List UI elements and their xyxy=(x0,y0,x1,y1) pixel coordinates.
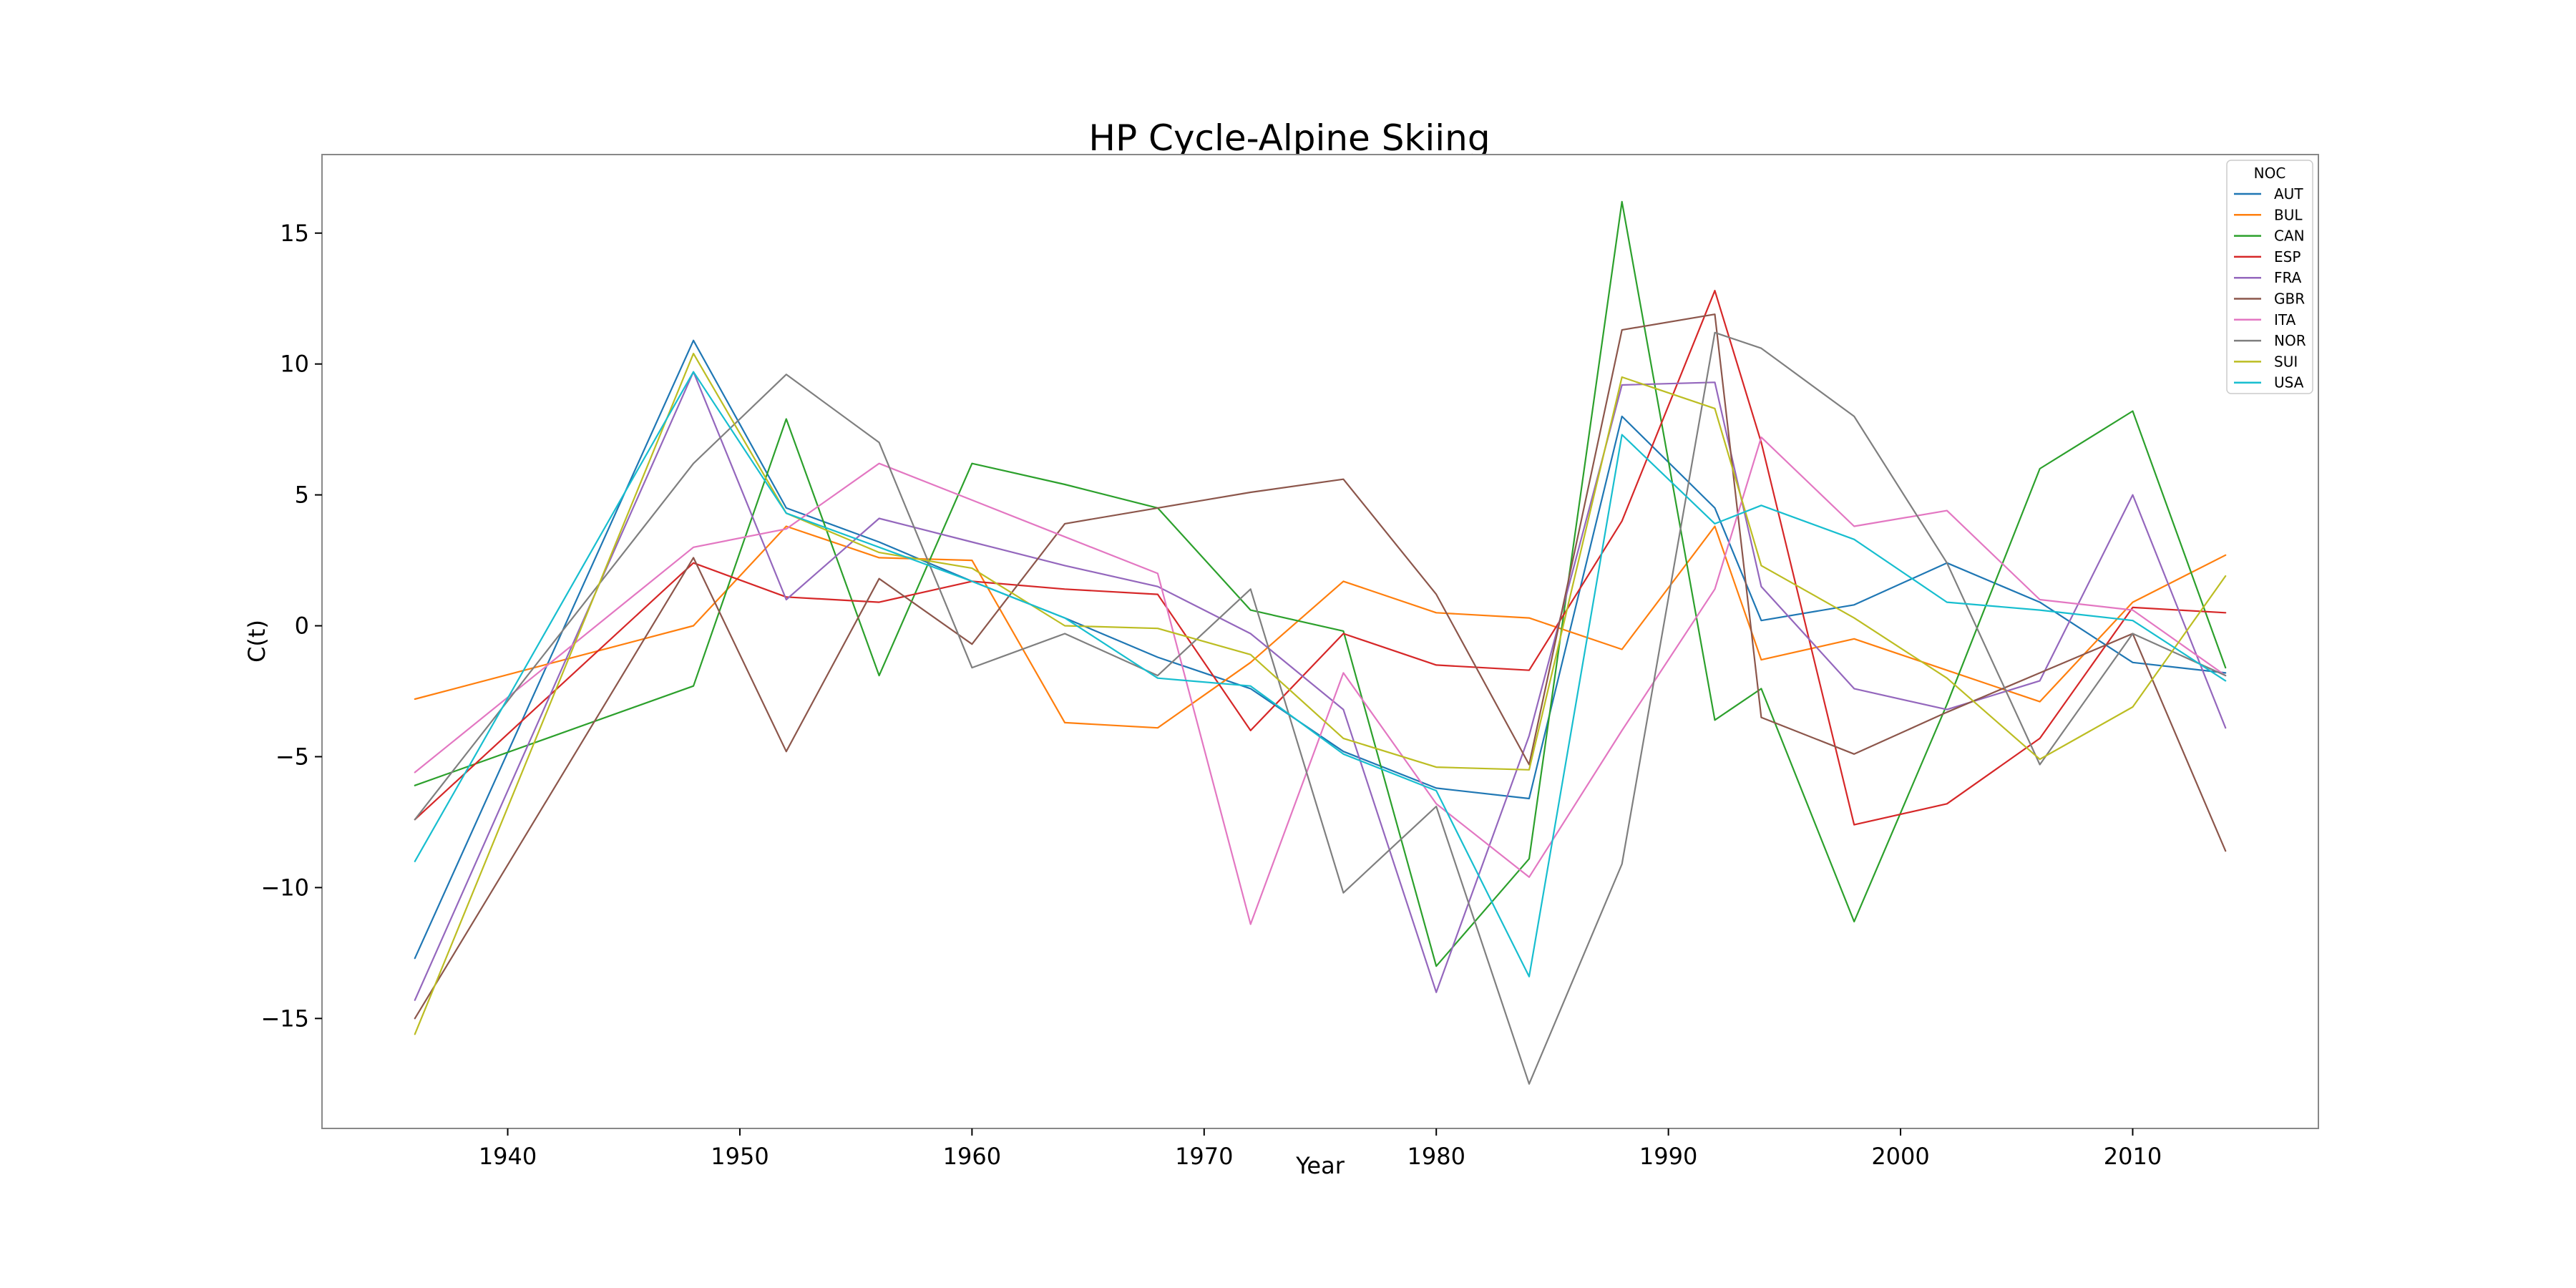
x-tick-label: 1950 xyxy=(711,1143,769,1170)
y-axis-label: C(t) xyxy=(243,620,270,663)
legend-label-can: CAN xyxy=(2274,228,2305,245)
legend-label-sui: SUI xyxy=(2274,353,2298,370)
series-lines xyxy=(414,200,2227,1085)
legend-frame xyxy=(2226,160,2313,394)
series-line-usa xyxy=(414,371,2227,977)
y-tick-label: −5 xyxy=(275,743,309,770)
x-tick-label: 2000 xyxy=(1871,1143,1929,1170)
legend: NOC AUT BUL CAN ESP FRA GBR ITA NOR SUI USA xyxy=(2226,160,2313,394)
series-line-ita xyxy=(414,436,2227,925)
series-line-gbr xyxy=(414,313,2227,1020)
legend-label-fra: FRA xyxy=(2274,269,2302,286)
legend-label-usa: USA xyxy=(2274,374,2304,391)
x-tick-label: 1960 xyxy=(943,1143,1001,1170)
plot-area xyxy=(321,154,2319,1129)
y-axis-ticks: −15 −10 −5 0 5 10 15 xyxy=(260,220,322,1032)
series-line-bul xyxy=(414,525,2227,729)
chart-title: HP Cycle-Alpine Skiing xyxy=(1088,117,1490,159)
y-tick-label: −15 xyxy=(260,1005,309,1032)
x-tick-label: 1940 xyxy=(479,1143,537,1170)
legend-label-nor: NOR xyxy=(2274,332,2306,349)
x-tick-label: 1970 xyxy=(1175,1143,1233,1170)
series-line-can xyxy=(414,200,2227,967)
legend-label-gbr: GBR xyxy=(2274,291,2305,308)
series-line-esp xyxy=(414,290,2227,826)
legend-label-bul: BUL xyxy=(2274,206,2303,223)
y-tick-label: 15 xyxy=(280,220,309,247)
y-tick-label: 10 xyxy=(280,351,309,378)
series-line-nor xyxy=(414,331,2227,1085)
y-tick-label: −10 xyxy=(260,874,309,901)
legend-label-esp: ESP xyxy=(2274,248,2301,265)
y-tick-label: 5 xyxy=(295,482,309,509)
series-line-sui xyxy=(414,353,2227,1035)
x-axis-ticks: 1940 1950 1960 1970 1980 1990 2000 2010 xyxy=(479,1128,2162,1170)
x-axis-label: Year xyxy=(1295,1152,1345,1179)
legend-label-aut: AUT xyxy=(2274,185,2303,203)
y-tick-label: 0 xyxy=(295,613,309,640)
x-tick-label: 1990 xyxy=(1639,1143,1697,1170)
x-tick-label: 2010 xyxy=(2104,1143,2162,1170)
legend-label-ita: ITA xyxy=(2274,311,2296,328)
x-tick-label: 1980 xyxy=(1407,1143,1465,1170)
legend-title: NOC xyxy=(2254,165,2286,182)
series-line-fra xyxy=(414,371,2227,1001)
